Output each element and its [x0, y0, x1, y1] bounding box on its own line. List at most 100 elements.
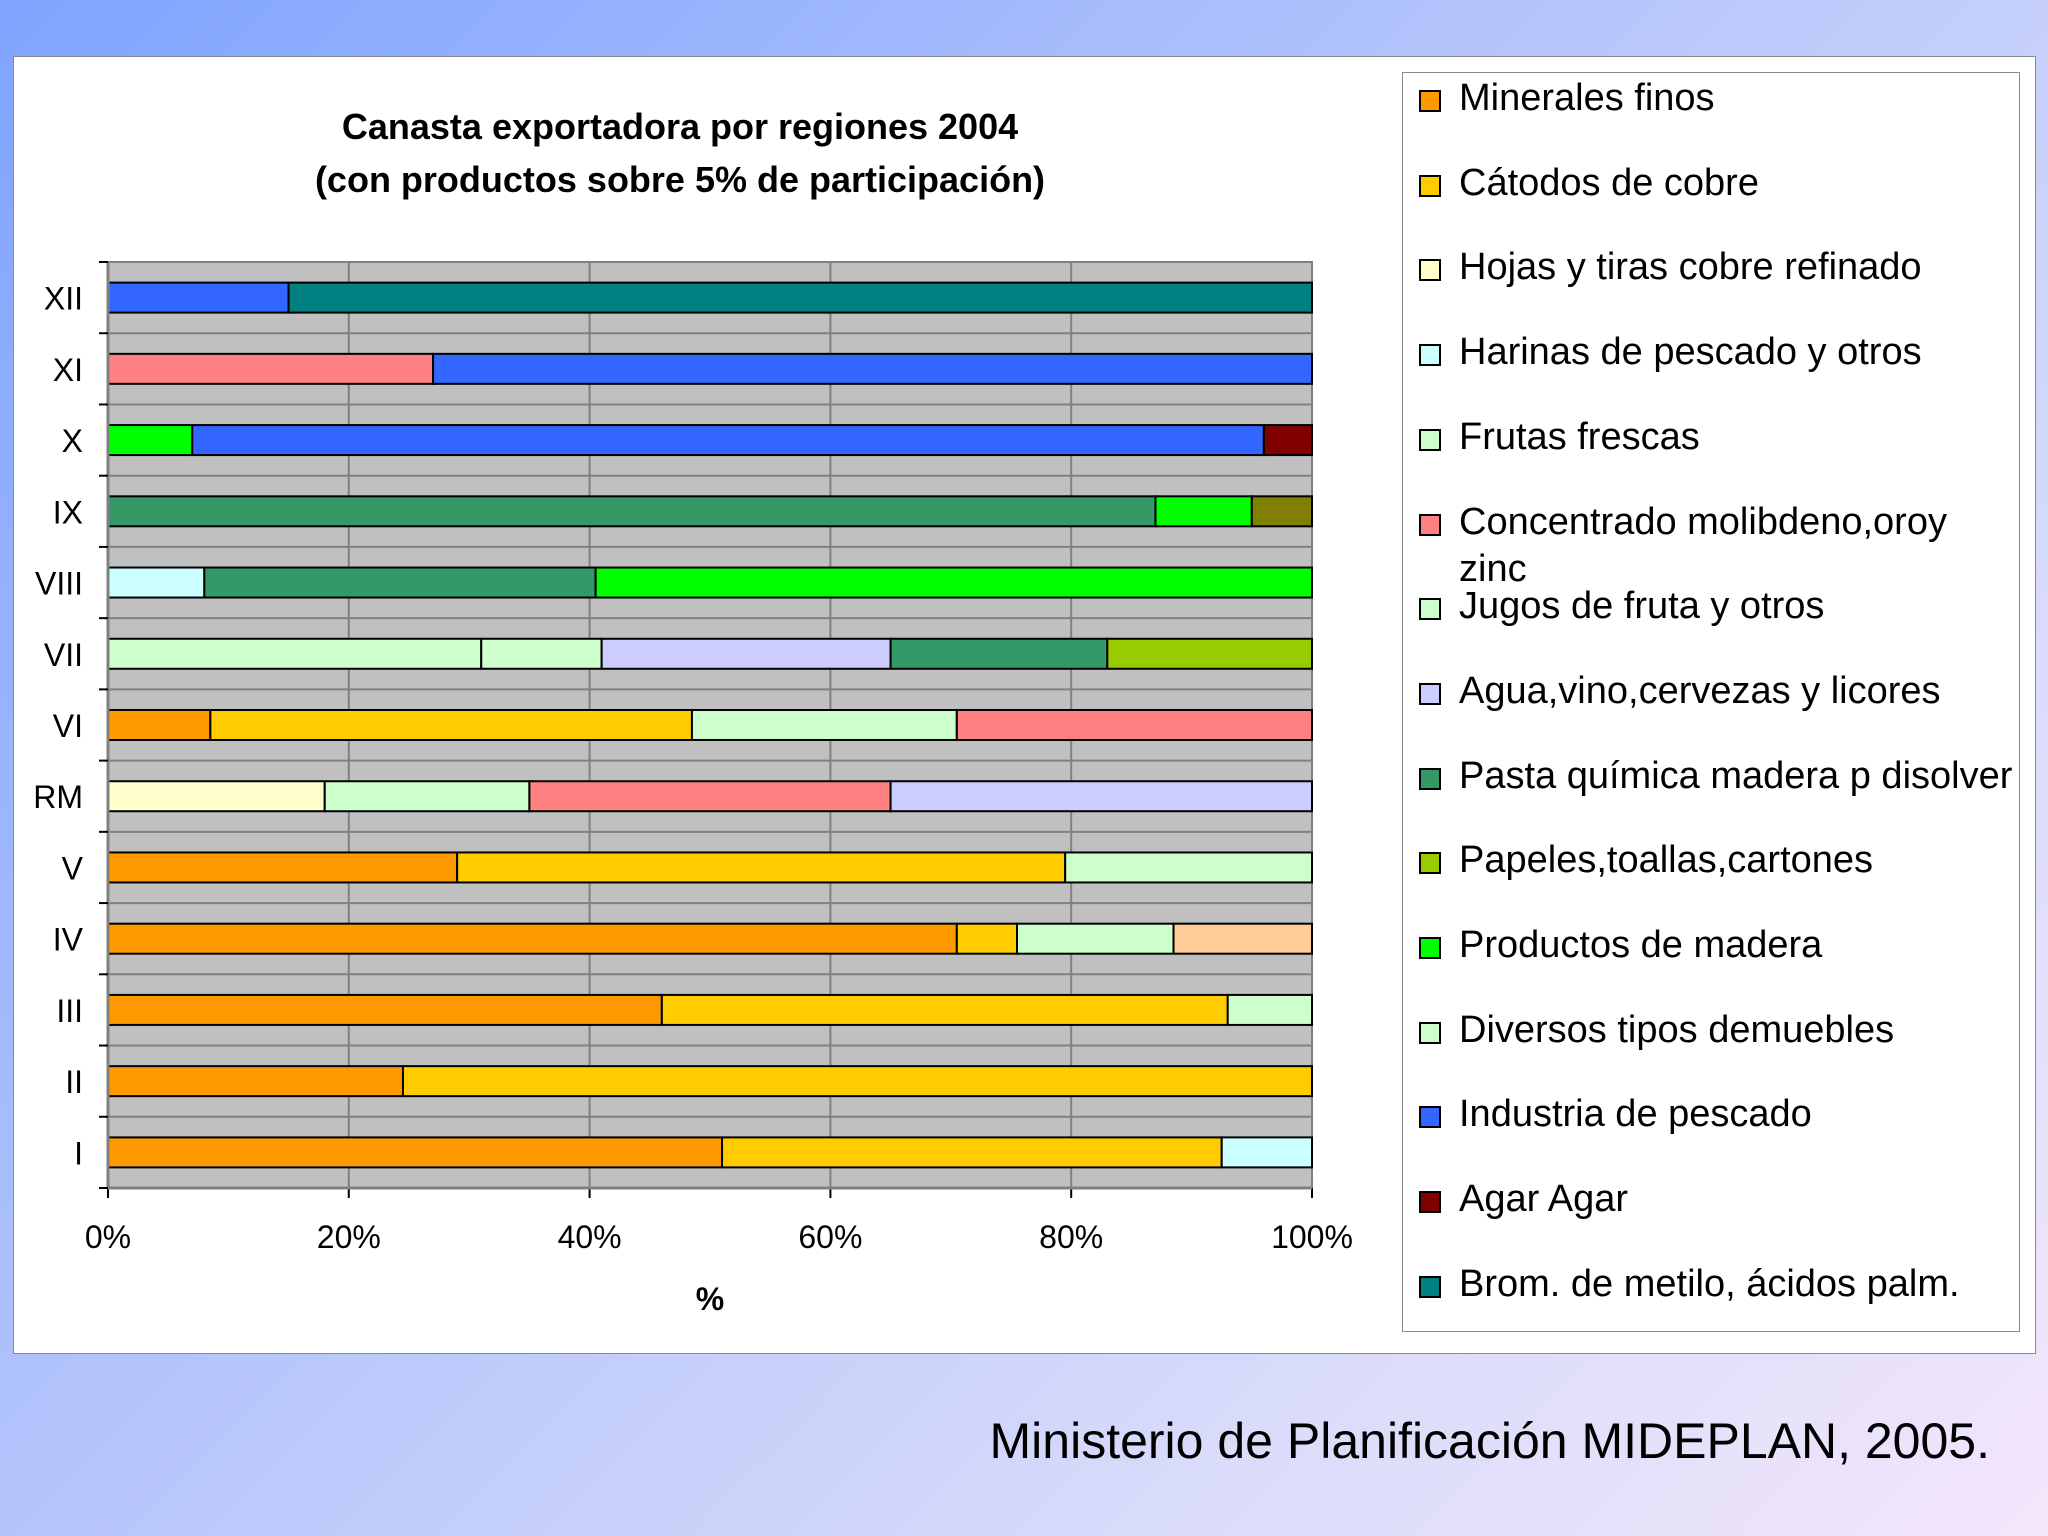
bar-segment [889, 780, 1313, 813]
bar-segment [323, 780, 531, 813]
legend-swatch [1419, 1191, 1441, 1214]
legend-label: Pasta química madera p disolver [1459, 754, 2013, 797]
legend-label: Agar Agar [1459, 1178, 1628, 1221]
bar-segment [955, 709, 1313, 741]
legend-swatch [1419, 428, 1441, 451]
bar-segment [1154, 495, 1253, 528]
bar-segment [480, 637, 603, 670]
x-axis-title: % [696, 1281, 724, 1317]
legend-swatch [1419, 1106, 1441, 1129]
legend-swatch [1419, 344, 1441, 367]
bar-segment [1064, 851, 1314, 884]
source-caption: Ministerio de Planificación MIDEPLAN, 20… [989, 1413, 1990, 1469]
legend-swatch [1419, 682, 1441, 705]
bar-segment [107, 993, 663, 1026]
bar-segment [721, 1136, 1223, 1169]
legend-label: Jugos de fruta y otros [1459, 585, 1825, 628]
legend-label: Diversos tipos demuebles [1459, 1008, 1895, 1051]
bar-segment [432, 352, 1313, 385]
bar-segment [528, 780, 892, 813]
bar-segment [1016, 922, 1175, 955]
x-tick-label: 60% [798, 1219, 862, 1255]
legend-label: Concentrado molibdeno,oroy zinc [1459, 500, 1947, 590]
legend-label: Productos de madera [1459, 924, 1823, 966]
bar-segment [107, 352, 435, 385]
y-tick-label: X [62, 423, 83, 459]
bar-segment [107, 495, 1157, 528]
legend-label: Cátodos de cobre [1459, 161, 1759, 204]
bar-segment [1172, 922, 1314, 955]
y-tick-label: VI [53, 708, 83, 744]
y-tick-label: IV [53, 922, 84, 958]
bar-segment [107, 851, 459, 884]
bar-segment [107, 709, 212, 741]
bar-segment [191, 424, 1265, 457]
y-tick-label: IX [53, 494, 83, 530]
legend-label: Brom. de metilo, ácidos palm. [1459, 1262, 1960, 1305]
bar-segment [107, 566, 206, 599]
bar-segment [456, 851, 1067, 884]
bar-segment [1262, 424, 1313, 457]
bar-segment [600, 637, 892, 670]
y-tick-label: XII [44, 281, 83, 317]
y-tick-label: RM [33, 779, 83, 815]
y-tick-label: V [62, 850, 84, 886]
bar-segment [287, 281, 1314, 314]
bar-segment [1220, 1136, 1313, 1169]
x-tick-label: 0% [85, 1219, 131, 1255]
legend-swatch [1419, 90, 1441, 112]
legend-swatch [1419, 852, 1441, 875]
bar-segment [1106, 637, 1313, 670]
bar-segment [107, 424, 194, 457]
y-tick-label: XI [53, 352, 83, 388]
legend-label: Agua,vino,cervezas y licores [1459, 669, 1941, 712]
x-tick-label: 20% [317, 1219, 381, 1255]
legend-label: Hojas y tiras cobre refinado [1459, 246, 1922, 289]
bar-segment [690, 709, 958, 741]
legend-swatch [1419, 174, 1441, 197]
bar-segment [594, 566, 1313, 599]
gridlines [108, 262, 1312, 1188]
legend-swatch [1419, 513, 1441, 536]
bar-segment [209, 709, 693, 741]
chart-title-line1: Canasta exportadora por regiones 2004 [341, 106, 1019, 147]
bar-segment [1226, 993, 1313, 1026]
chart-title: Canasta exportadora por regiones 2004 (c… [230, 100, 1130, 206]
legend-label: Frutas frescas [1459, 415, 1700, 458]
bar-segment [889, 637, 1109, 670]
legend-label: Minerales finos [1459, 77, 1715, 119]
y-tick-label: III [56, 993, 83, 1029]
bar-segment [660, 993, 1229, 1026]
legend-swatch [1419, 1021, 1441, 1044]
bar-segment [401, 1065, 1314, 1098]
y-tick-label: VIII [35, 566, 83, 602]
chart-legend: Minerales finos Cátodos de cobre Hojas y t… [1402, 72, 2020, 1332]
legend-label: Harinas de pescado y otros [1459, 331, 1922, 374]
legend-swatch [1419, 598, 1441, 621]
legend-swatch [1419, 1275, 1441, 1298]
x-tick-label: 100% [1271, 1219, 1353, 1255]
bar-segment [203, 566, 597, 599]
legend-swatch [1419, 767, 1441, 790]
y-tick-label: I [74, 1135, 83, 1171]
bars [107, 281, 1314, 1169]
bar-segment [107, 780, 326, 813]
x-tick-label: 80% [1039, 1219, 1103, 1255]
legend-swatch [1419, 937, 1441, 959]
axes: 0% 20% 40% 60% 80% 100%XIIXIXIXVIIIVIIVIRMVIV… [33, 261, 1353, 1255]
bar-segment [955, 922, 1019, 955]
bar-segment [1250, 495, 1314, 528]
bar-segment [107, 1136, 724, 1169]
y-tick-label: VII [44, 637, 83, 673]
legend-label: Papeles,toallas,cartones [1459, 839, 1874, 882]
x-tick-label: 40% [558, 1219, 622, 1255]
bar-segment [107, 922, 958, 955]
legend-swatch [1419, 259, 1441, 282]
y-tick-label: II [65, 1064, 83, 1100]
chart-title-line2: (con productos sobre 5% de participación… [314, 159, 1046, 200]
bar-segment [107, 281, 290, 314]
legend-label: Industria de pescado [1459, 1093, 1812, 1136]
bar-segment [107, 637, 483, 670]
bar-segment [107, 1065, 404, 1098]
